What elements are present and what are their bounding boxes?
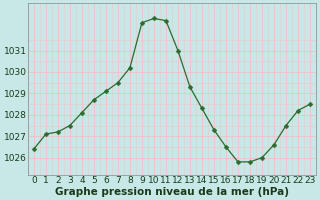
X-axis label: Graphe pression niveau de la mer (hPa): Graphe pression niveau de la mer (hPa) bbox=[55, 187, 289, 197]
